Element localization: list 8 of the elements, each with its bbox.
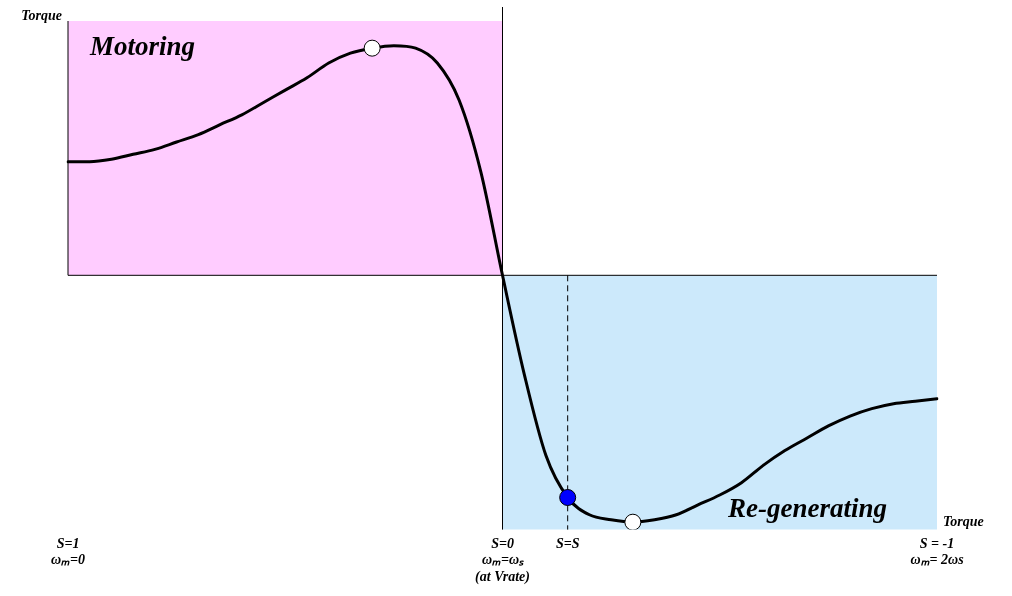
band-label: Motoring bbox=[89, 31, 196, 62]
x-tick-label: S = -1 ωₘ= 2ωs bbox=[910, 535, 965, 568]
x-tick-label: S=S bbox=[555, 535, 580, 551]
x-axis-title: Torque bbox=[943, 514, 984, 530]
x-tick-label: S=1 ωₘ=0 bbox=[50, 535, 86, 568]
x-tick-label: S=0 ωₘ=ωₛ (at Vrate) bbox=[475, 535, 530, 586]
band-label: Re-generating bbox=[727, 493, 887, 524]
y-axis-title: Torque bbox=[21, 7, 62, 23]
